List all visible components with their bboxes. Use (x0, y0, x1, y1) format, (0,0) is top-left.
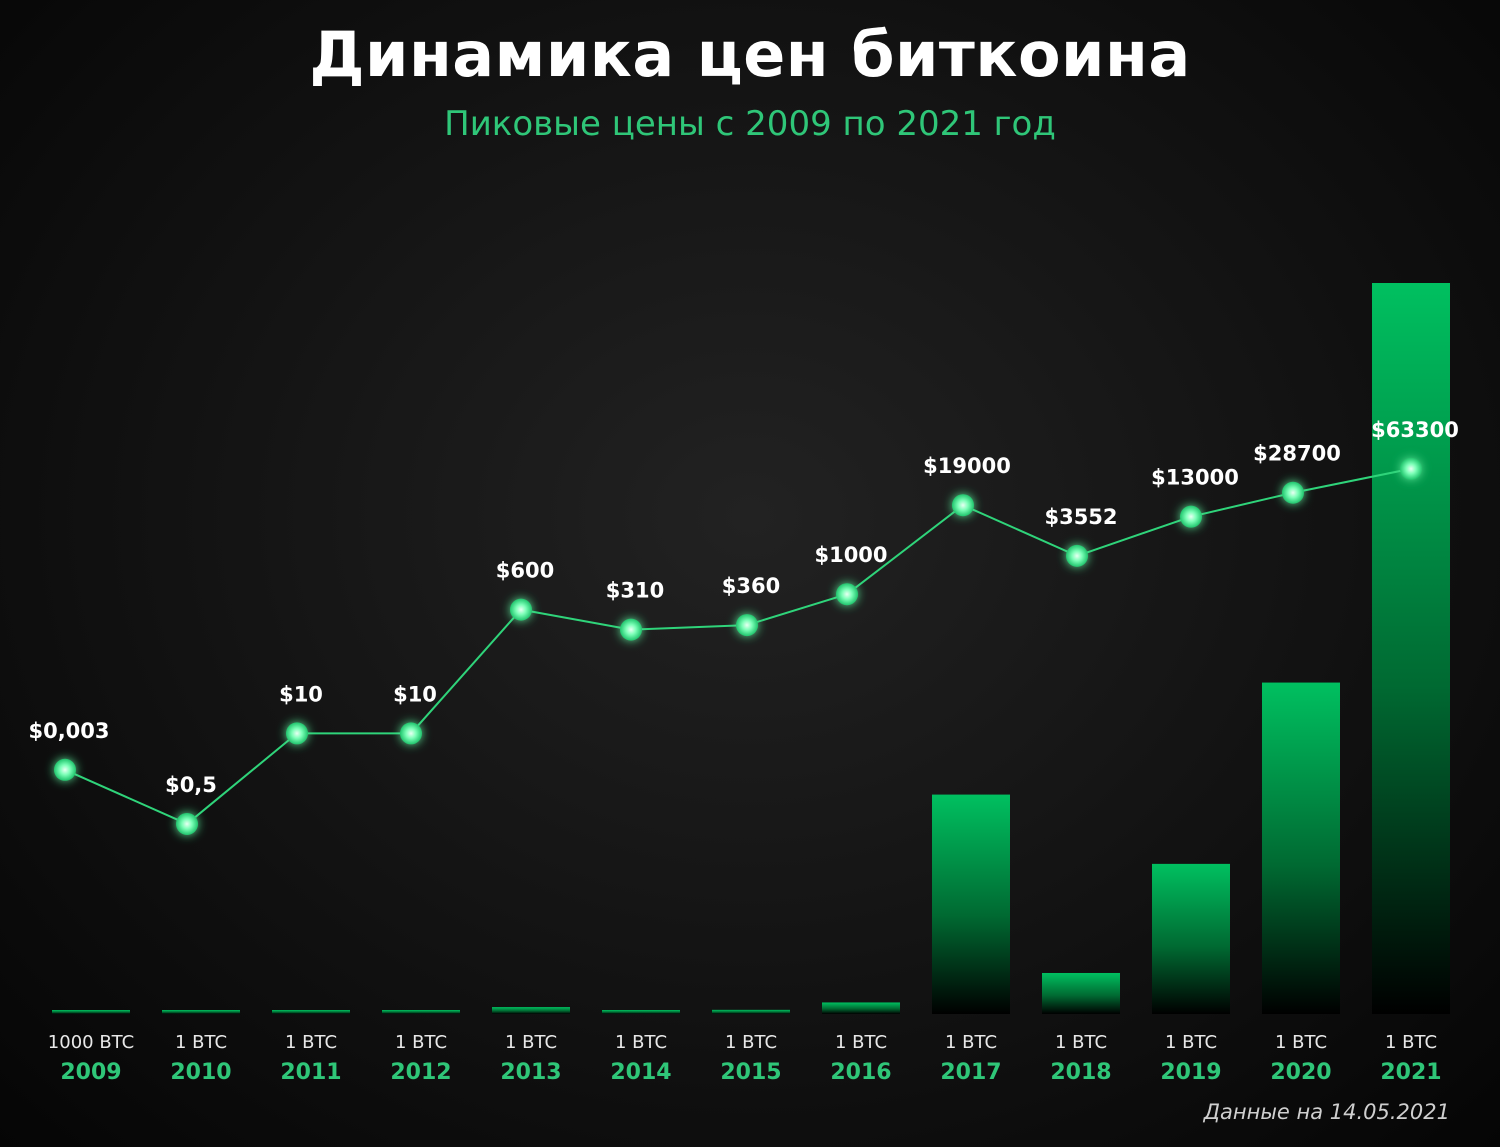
year-label-2011: 2011 (280, 1060, 341, 1085)
year-label-2013: 2013 (500, 1060, 561, 1085)
bar-2012 (382, 1010, 460, 1014)
bar-2020 (1262, 682, 1340, 1014)
price-label-2017: $19000 (923, 454, 1011, 478)
price-labels-layer: $0,003 $0,5 $10 $10 $600 $310 $360 $1000 $19000 $… (28, 418, 1458, 797)
bars-layer (52, 283, 1450, 1014)
bar-2011 (272, 1010, 350, 1014)
unit-label-2020: 1 BTC (1275, 1032, 1327, 1053)
price-point-2017 (952, 494, 974, 517)
year-label-2016: 2016 (830, 1060, 891, 1085)
price-label-2010: $0,5 (165, 773, 217, 797)
bar-2016 (822, 1002, 900, 1014)
price-label-2014: $310 (606, 579, 664, 603)
data-date-note: Данные на 14.05.2021 (1203, 1100, 1450, 1124)
price-point-2013 (510, 598, 532, 621)
price-point-2018 (1066, 544, 1088, 567)
price-label-2015: $360 (722, 574, 780, 598)
price-point-2014 (620, 618, 642, 641)
year-label-2017: 2017 (940, 1060, 1001, 1085)
year-label-2009: 2009 (60, 1060, 121, 1085)
year-label-2018: 2018 (1050, 1060, 1111, 1085)
price-point-2019 (1180, 505, 1202, 528)
unit-label-2015: 1 BTC (725, 1032, 777, 1053)
chart-title: Динамика цен биткоина (309, 18, 1191, 91)
chart-subtitle: Пиковые цены с 2009 по 2021 год (444, 104, 1056, 144)
year-label-2014: 2014 (610, 1060, 671, 1085)
bar-2021 (1372, 283, 1450, 1014)
price-point-2012 (400, 722, 422, 745)
price-label-2018: $3552 (1044, 505, 1117, 529)
bar-2013 (492, 1007, 570, 1014)
bar-2015 (712, 1009, 790, 1014)
price-label-2012: $10 (393, 682, 437, 706)
bar-2014 (602, 1010, 680, 1014)
year-label-2012: 2012 (390, 1060, 451, 1085)
price-label-2020: $28700 (1253, 442, 1341, 466)
price-line (64, 467, 1412, 825)
price-label-2011: $10 (279, 682, 323, 706)
bar-2010 (162, 1010, 240, 1014)
year-label-2015: 2015 (720, 1060, 781, 1085)
bar-2009 (52, 1010, 130, 1014)
price-label-2013: $600 (496, 559, 554, 583)
year-label-2010: 2010 (170, 1060, 231, 1085)
price-label-2016: $1000 (814, 543, 887, 567)
unit-label-2016: 1 BTC (835, 1032, 887, 1053)
year-label-2021: 2021 (1380, 1060, 1441, 1085)
price-point-2010 (176, 812, 198, 835)
x-axis-labels: 1000 BTC 2009 1 BTC 2010 1 BTC 2011 1 BTC 2012 1… (48, 1032, 1442, 1085)
unit-label-2010: 1 BTC (175, 1032, 227, 1053)
bar-2019 (1152, 863, 1230, 1014)
price-point-2015 (736, 614, 758, 637)
price-point-2020 (1282, 481, 1304, 504)
price-label-2009: $0,003 (28, 719, 109, 743)
price-point-2021 (1400, 457, 1422, 480)
price-point-2016 (836, 583, 858, 606)
unit-label-2013: 1 BTC (505, 1032, 557, 1053)
unit-label-2012: 1 BTC (395, 1032, 447, 1053)
price-label-2019: $13000 (1151, 466, 1239, 490)
bar-2018 (1042, 972, 1120, 1014)
unit-label-2017: 1 BTC (945, 1032, 997, 1053)
price-label-2021: $63300 (1371, 418, 1459, 442)
unit-label-2009: 1000 BTC (48, 1032, 134, 1053)
price-point-2011 (286, 722, 308, 745)
price-points-layer (54, 457, 1422, 835)
year-label-2020: 2020 (1270, 1060, 1331, 1085)
unit-label-2011: 1 BTC (285, 1032, 337, 1053)
price-line-layer (64, 467, 1412, 825)
unit-label-2018: 1 BTC (1055, 1032, 1107, 1053)
unit-label-2014: 1 BTC (615, 1032, 667, 1053)
year-label-2019: 2019 (1160, 1060, 1221, 1085)
unit-label-2021: 1 BTC (1385, 1032, 1437, 1053)
unit-label-2019: 1 BTC (1165, 1032, 1217, 1053)
price-point-2009 (54, 758, 76, 781)
bar-2017 (932, 794, 1010, 1014)
